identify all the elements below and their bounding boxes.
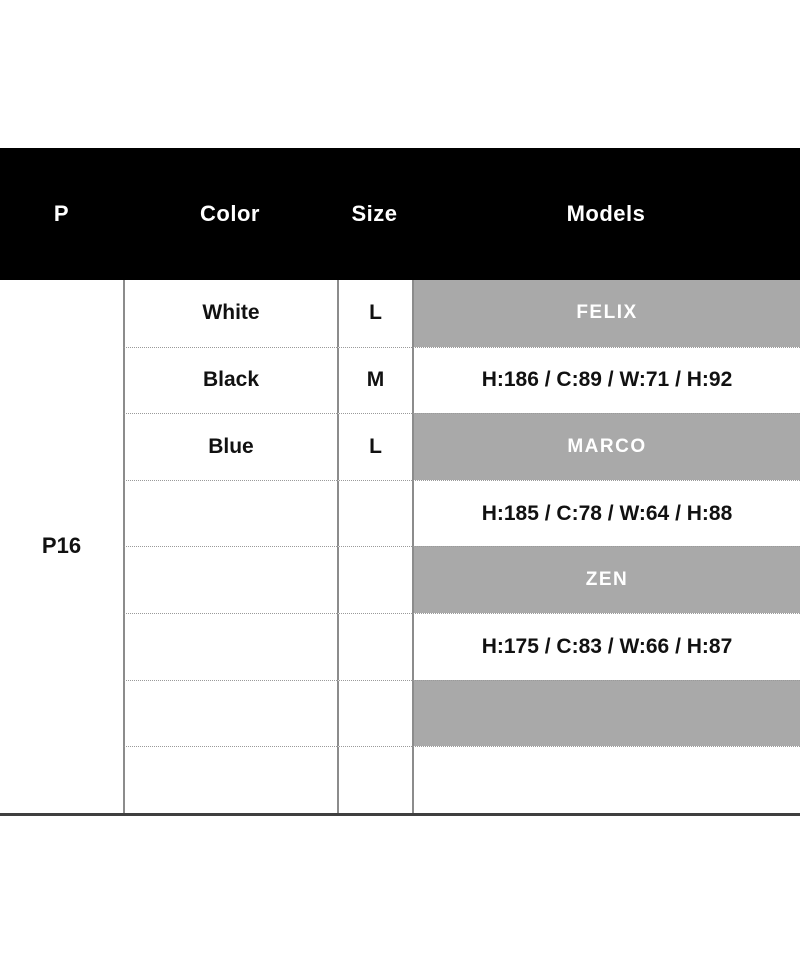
color-cell — [123, 479, 337, 547]
header-cell-size: Size — [351, 201, 398, 226]
size-chart-table: P16 White L FELIX Black M H:186 / C:89 / W:71… — [0, 280, 800, 816]
color-cell — [123, 546, 337, 613]
table-header: P Color Size Models — [0, 148, 800, 280]
model-name-cell: MARCO — [412, 413, 800, 480]
size-cell — [337, 746, 412, 813]
size-cell — [337, 679, 412, 747]
model-name-cell: ZEN — [412, 546, 800, 613]
color-cell: White — [123, 280, 337, 347]
model-measurements-cell: H:186 / C:89 / W:71 / H:92 — [412, 346, 800, 414]
header-cell-p: P — [53, 201, 70, 226]
size-cell — [337, 479, 412, 547]
model-measurements-cell: H:175 / C:83 / W:66 / H:87 — [412, 612, 800, 680]
header-cell-color: Color — [200, 201, 260, 226]
size-cell: L — [337, 280, 412, 347]
model-name-cell: FELIX — [412, 280, 800, 347]
size-cell — [337, 546, 412, 613]
model-measurements-cell — [412, 746, 800, 813]
color-cell: Black — [123, 346, 337, 414]
model-measurements-cell: H:185 / C:78 / W:64 / H:88 — [412, 479, 800, 547]
color-cell: Blue — [123, 413, 337, 480]
color-cell — [123, 612, 337, 680]
color-cell — [123, 679, 337, 747]
size-cell: M — [337, 346, 412, 414]
color-cell — [123, 746, 337, 813]
size-cell — [337, 612, 412, 680]
product-code-cell: P16 — [41, 533, 82, 559]
header-cell-models: Models — [566, 201, 646, 226]
size-cell: L — [337, 413, 412, 480]
model-name-cell — [412, 679, 800, 747]
